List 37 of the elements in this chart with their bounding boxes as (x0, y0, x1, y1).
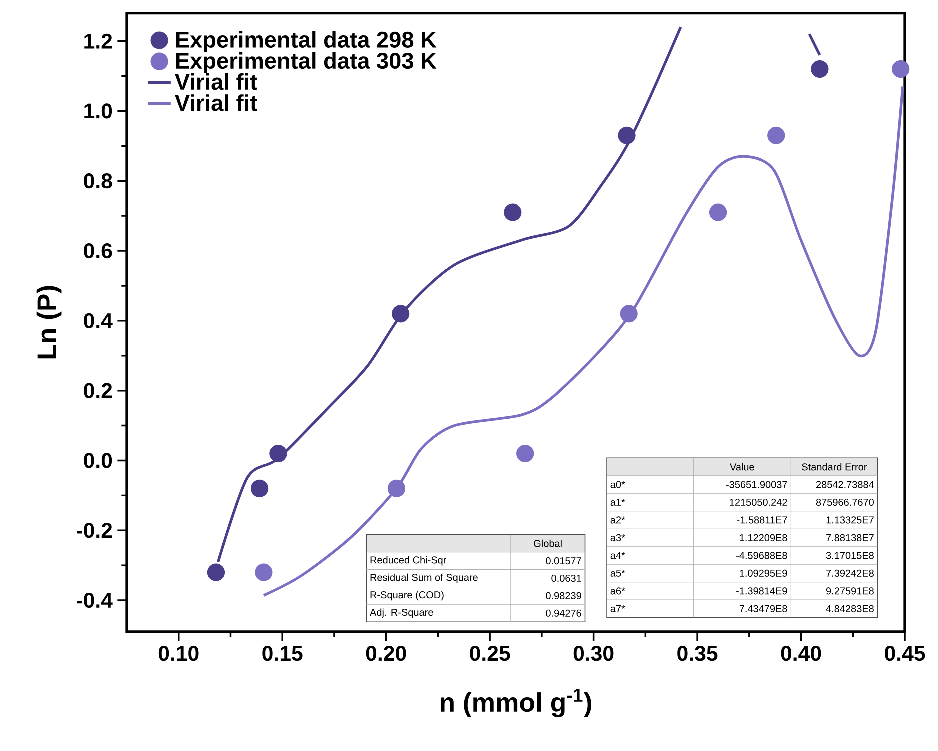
y-tick-label: 1.2 (84, 34, 112, 49)
legend-label: Virial fit (175, 74, 258, 90)
x-tick-label: 0.25 (470, 646, 510, 662)
x-axis-title: n (mmol g$^{-1}$) (440, 689, 592, 718)
y-axis-title: Ln (P) (36, 286, 62, 359)
point (250, 480, 269, 498)
point (620, 305, 638, 323)
y-tick-label: 0.2 (84, 383, 112, 398)
point (392, 305, 410, 323)
point (516, 444, 534, 463)
y-tick-label: 0.8 (84, 174, 112, 189)
x-tick-label: 0.45 (885, 646, 926, 662)
point (768, 126, 786, 144)
point (618, 126, 636, 144)
y-tick-label: -0.2 (77, 523, 112, 538)
point (207, 564, 226, 582)
y-tick-label: -0.4 (77, 593, 113, 608)
x-tick-label: 0.20 (366, 646, 406, 662)
point (709, 204, 728, 222)
y-tick-label: 1.0 (84, 104, 112, 119)
point (255, 564, 273, 582)
point (504, 204, 522, 222)
x-tick-label: 0.15 (262, 646, 303, 662)
legend-label: Experimental data 303 K (176, 52, 437, 74)
y-tick-label: 0.6 (84, 243, 112, 259)
x-tick-label: 0.10 (158, 646, 199, 662)
x-tick-label: 0.35 (678, 646, 718, 662)
y-tick-label: 0.4 (84, 313, 113, 328)
legend-label: Virial fit (175, 94, 258, 112)
legend-label: Experimental data 298 K (176, 31, 437, 52)
x-tick-label: 0.30 (574, 646, 614, 662)
point (892, 60, 910, 78)
x-tick-label: 0.40 (781, 646, 822, 662)
point (270, 444, 288, 463)
point (811, 60, 829, 78)
y-tick-label: 0.0 (84, 453, 112, 468)
point (388, 480, 406, 498)
